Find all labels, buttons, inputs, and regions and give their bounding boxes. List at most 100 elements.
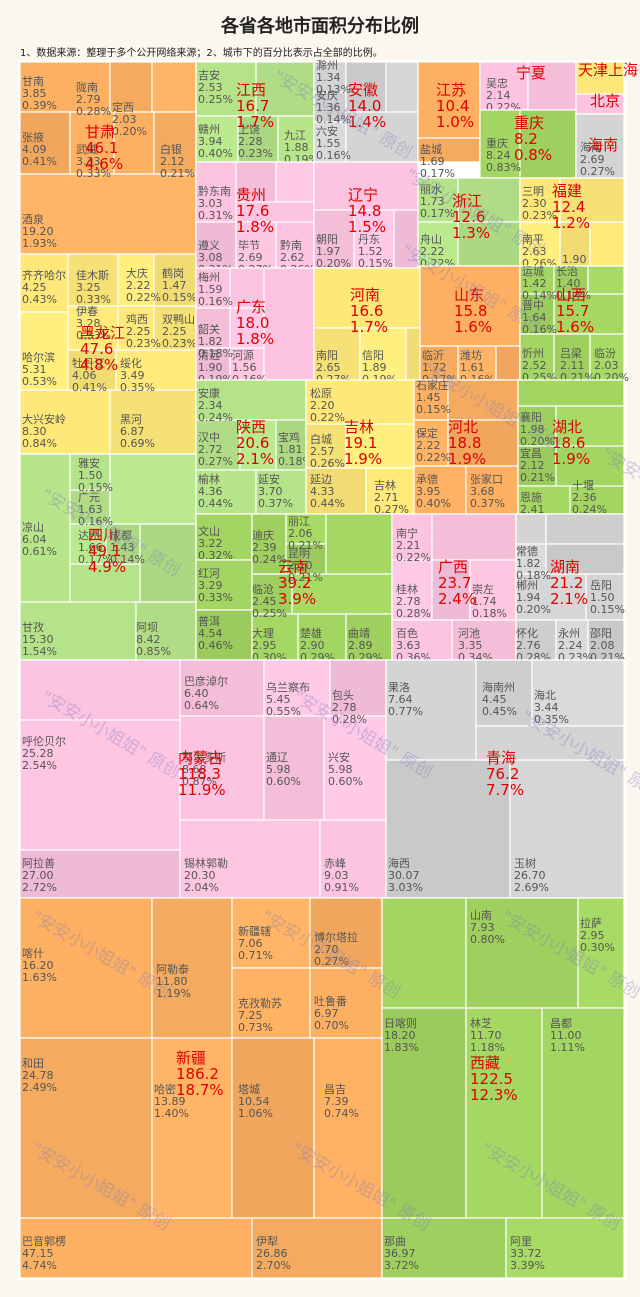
city-cell (231, 1037, 315, 1219)
city-cell (417, 177, 459, 223)
city-label: 2.04% (184, 881, 219, 894)
city-label: 1.89 (362, 361, 387, 374)
city-label: 2.03 (594, 359, 619, 372)
city-label: 榆林 (198, 472, 220, 486)
province-label: 1.2% (552, 214, 590, 232)
city-label: 0.74% (324, 1107, 359, 1120)
city-label: 2.41 (520, 503, 545, 516)
province-label: 安徽 (348, 81, 378, 99)
city-label: 0.14% (522, 289, 557, 302)
city-label: 8.24 (486, 149, 511, 162)
city-cell (19, 897, 153, 1039)
city-label: 0.18% (278, 455, 313, 468)
city-label: 1.90 (562, 253, 587, 266)
city-label: 哈尔滨 (22, 350, 55, 364)
city-cell (297, 613, 347, 661)
city-label: 雅安 (78, 456, 100, 470)
province-label: 新疆 (176, 1049, 206, 1067)
city-cell (385, 659, 477, 761)
province-label: 1.6% (556, 318, 594, 336)
city-label: 1.69 (420, 155, 445, 168)
city-label: 黔东南 (198, 184, 231, 198)
city-label: 2.78 (332, 701, 357, 714)
city-cell (585, 573, 625, 621)
city-label: 3.39% (510, 1259, 545, 1272)
city-cell (151, 897, 233, 1039)
city-cell (419, 265, 521, 347)
city-cell (263, 267, 315, 381)
province-label: 39.2 (278, 574, 311, 592)
city-label: 南阳 (316, 349, 338, 362)
city-label: 13.89 (154, 1095, 186, 1108)
city-label: 2.69% (514, 881, 549, 894)
city-cell (345, 61, 387, 113)
city-label: 定西 (112, 100, 134, 114)
city-label: 0.27% (198, 455, 233, 468)
province-label: 15.8 (454, 302, 487, 320)
city-label: 0.33% (198, 591, 233, 604)
city-label: 昌吉 (324, 1083, 346, 1096)
city-label: 酒泉 (22, 212, 44, 226)
city-label: 2.71 (374, 491, 399, 504)
city-label: 0.33% (76, 293, 111, 306)
province-label: 122.5 (470, 1070, 513, 1088)
city-label: 海北 (534, 688, 556, 702)
city-label: 黔南 (280, 238, 302, 252)
city-label: 盐城 (420, 143, 442, 156)
city-label: 呼伦贝尔 (22, 734, 66, 748)
city-label: 2.62 (280, 251, 305, 264)
province-label: 1.5% (348, 218, 386, 236)
city-cell (195, 267, 231, 309)
city-label: 阿拉善 (22, 856, 55, 870)
city-cell (587, 619, 625, 661)
city-cell (569, 485, 625, 515)
city-label: 昆明 (288, 547, 310, 560)
city-cell (345, 613, 393, 661)
city-label: 普洱 (198, 614, 220, 628)
city-label: 33.72 (510, 1247, 542, 1260)
city-label: 4.36 (198, 485, 223, 498)
city-label: 0.28% (332, 713, 367, 726)
province-label: 贵州 (236, 186, 266, 204)
city-label: 乌兰察布 (266, 680, 310, 694)
city-cell (431, 513, 517, 561)
city-label: 崇左 (472, 583, 494, 596)
province-label: 江苏 (436, 81, 466, 99)
province-label: 14.8 (348, 202, 381, 220)
city-label: 0.41% (22, 155, 57, 168)
province-黑龙江: 齐齐哈尔4.250.43%佳木斯3.250.33%大庆2.220.22%鹤岗1.… (19, 253, 197, 455)
city-cell (345, 111, 419, 163)
province-label: 云南 (278, 558, 308, 576)
province-云南: 文山3.220.32%迪庆2.390.24%丽江2.060.21%昆明2.100… (195, 513, 393, 664)
city-label: 1.19% (156, 987, 191, 1000)
city-cell (517, 485, 571, 515)
city-label: 1.40% (154, 1107, 189, 1120)
city-label: 0.28% (396, 607, 431, 620)
province-label: 浙江 (452, 192, 482, 210)
city-label: 海南 (580, 140, 602, 154)
city-label: 2.25 (126, 325, 151, 338)
city-label: 临汾 (594, 346, 616, 360)
province-label: 山东 (454, 286, 484, 304)
city-cell (545, 513, 625, 545)
city-label: 1.63 (78, 503, 103, 516)
city-label: 阿里 (510, 1235, 532, 1248)
city-label: 8.30 (22, 425, 47, 438)
province-label: 4.6% (85, 155, 123, 173)
province-label: 17.6 (236, 202, 269, 220)
city-label: 迪庆 (252, 528, 274, 542)
city-label: 0.24% (198, 411, 233, 424)
city-cell (153, 111, 197, 175)
city-label: 河源 (232, 348, 254, 362)
city-label: 2.49% (22, 1081, 57, 1094)
city-label: 2.69 (580, 153, 605, 166)
province-label: 福建 (552, 182, 582, 200)
city-label: 0.44% (198, 497, 233, 510)
city-cell (393, 209, 419, 269)
city-label: 47.15 (22, 1247, 54, 1260)
city-label: 8.42 (136, 633, 161, 646)
